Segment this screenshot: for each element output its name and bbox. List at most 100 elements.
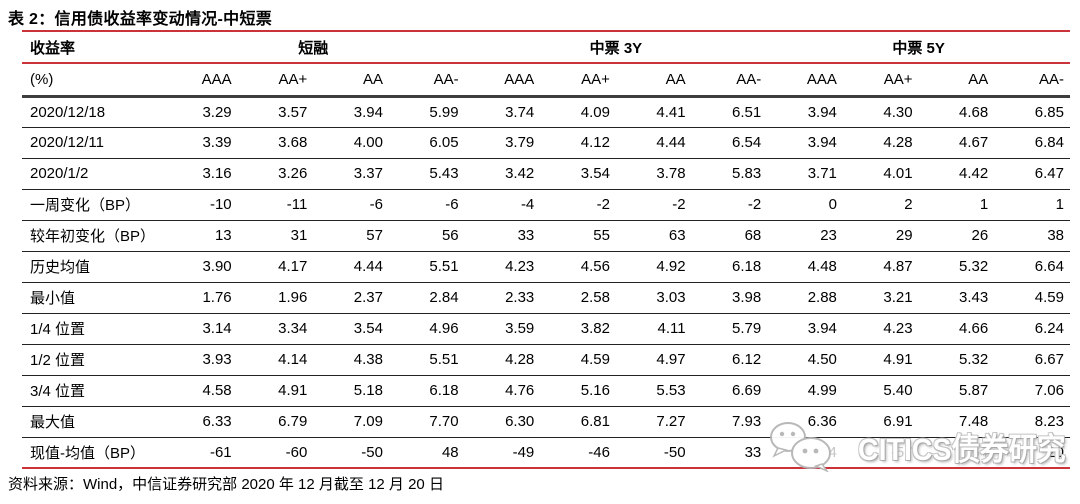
cell-value: 4.76 [464,375,541,407]
cell-value: 26 [918,220,995,252]
cell-value: 4.97 [615,344,692,376]
table-row: 历史均值 3.90 4.17 4.44 5.51 4.23 4.56 4.92 6.18 4.48… [22,251,1070,283]
cell-value: -60 [237,437,314,469]
cell-value: 3.59 [464,313,541,345]
cell-value: 1.76 [162,282,238,314]
cell-value: -6 [313,189,389,221]
cell-value: 5.32 [918,344,995,376]
cell-value: 5.16 [540,375,616,407]
table-row: 2020/12/11 3.39 3.68 4.00 6.05 3.79 4.12 4.44 6.… [22,127,1070,159]
cell-value: 3.54 [313,313,389,345]
cell-value: 55 [540,220,616,252]
cell-value: 38 [994,220,1070,252]
cell-value: 3.78 [615,158,692,190]
cell-value: 5.40 [842,375,919,407]
cell-value: 33 [691,437,768,469]
rating-header: AA+ [842,63,919,98]
cell-value: 4.11 [615,313,692,345]
cell-value: 4.91 [237,375,314,407]
cell-value: 3.42 [464,158,541,190]
rating-header: AAA [464,63,541,98]
row-label: 较年初变化（BP） [22,220,162,252]
cell-value: 1.96 [237,282,314,314]
cell-value: -61 [162,437,238,469]
cell-value: 4.68 [918,96,995,128]
cell-value: 7.27 [615,406,692,438]
table-row: 1/4 位置 3.14 3.34 3.54 4.96 3.59 3.82 4.11 5.79 3.… [22,313,1070,345]
cell-value: 7.48 [918,406,995,438]
cell-value: 3.43 [918,282,995,314]
cell-value: 4.28 [842,127,919,159]
cell-value: 5.99 [388,96,465,128]
cell-value: 3.54 [540,158,616,190]
cell-value: 3.57 [237,96,314,128]
credit-yield-table: 收益率 短融 中票 3Y 中票 5Y (%) AAA AA+ AA AA- AA… [22,30,1070,469]
cell-value: 4.30 [842,96,919,128]
cell-value: 1 [918,189,995,221]
cell-value: 6.85 [994,96,1070,128]
cell-value: -10 [162,189,238,221]
cell-value: 4.48 [767,251,843,283]
cell-value: 29 [842,220,919,252]
cell-value: 5.43 [388,158,465,190]
cell-value: 3.79 [464,127,541,159]
cell-value: 57 [313,220,389,252]
rating-header: AA [615,63,692,98]
cell-value: 6.91 [842,406,919,438]
table-title: 表 2：信用债收益率变动情况-中短票 [8,11,273,28]
cell-value: 6.05 [388,127,465,159]
cell-value: -50 [615,437,692,469]
cell-value: 56 [388,220,465,252]
cell-value: 3.94 [313,96,389,128]
cell-value: 3.94 [767,96,843,128]
cell-value: 0 [767,189,843,221]
cell-value: 3.90 [162,251,238,283]
cell-value: 6.67 [994,344,1070,376]
table-row: 最小值 1.76 1.96 2.37 2.84 2.33 2.58 3.03 3.98 2.88 3… [22,282,1070,314]
row-label: 2020/12/18 [22,96,162,128]
table-row: 现值-均值（BP） -61 -60 -50 48 -49 -46 -50 33 -54 -57 -64… [22,437,1070,469]
table-row: 最大值 6.33 6.79 7.09 7.70 6.30 6.81 7.27 7.93 6.36 6… [22,406,1070,438]
rating-header: AAA [767,63,843,98]
cell-value: -2 [691,189,768,221]
cell-value: 3.74 [464,96,541,128]
unit-label: (%) [22,63,162,98]
cell-value: 5.51 [388,344,465,376]
cell-value: 63 [615,220,692,252]
cell-value: 3.94 [767,127,843,159]
source-note: 资料来源：Wind，中信证券研究部 2020 年 12 月截至 12 月 20 … [8,476,444,493]
cell-value: 4.42 [918,158,995,190]
cell-value: -6 [388,189,465,221]
cell-value: 6.24 [994,313,1070,345]
cell-value: 6.81 [540,406,616,438]
cell-value: 6.30 [464,406,541,438]
cell-value: 6.18 [388,375,465,407]
cell-value: -50 [313,437,389,469]
cell-value: 3.14 [162,313,238,345]
cell-value: 5.87 [918,375,995,407]
cell-value: 4.66 [918,313,995,345]
cell-value: 4.67 [918,127,995,159]
cell-value: 5.83 [691,158,768,190]
row-label: 历史均值 [22,251,162,283]
cell-value: 6.12 [691,344,768,376]
row-label: 2020/12/11 [22,127,162,159]
table-row: 一周变化（BP） -10 -11 -6 -6 -4 -2 -2 -2 0 2 1 1 [22,189,1070,221]
cell-value: 4.59 [540,344,616,376]
cell-value: 4.38 [313,344,389,376]
cell-value: 6.54 [691,127,768,159]
cell-value: 3.93 [162,344,238,376]
cell-value: 4.58 [162,375,238,407]
cell-value: 5.32 [918,251,995,283]
row-label: 一周变化（BP） [22,189,162,221]
cell-value: 7.09 [313,406,389,438]
table-body: 2020/12/18 3.29 3.57 3.94 5.99 3.74 4.09 4.41 6.… [22,96,1070,469]
cell-value: 3.03 [615,282,692,314]
cell-value: 3.39 [162,127,238,159]
row-label: 1/2 位置 [22,344,162,376]
group-header-zhongpiao-3y: 中票 3Y [464,30,768,64]
cell-value: 4.14 [237,344,314,376]
cell-value: 68 [691,220,768,252]
cell-value: 3.26 [237,158,314,190]
